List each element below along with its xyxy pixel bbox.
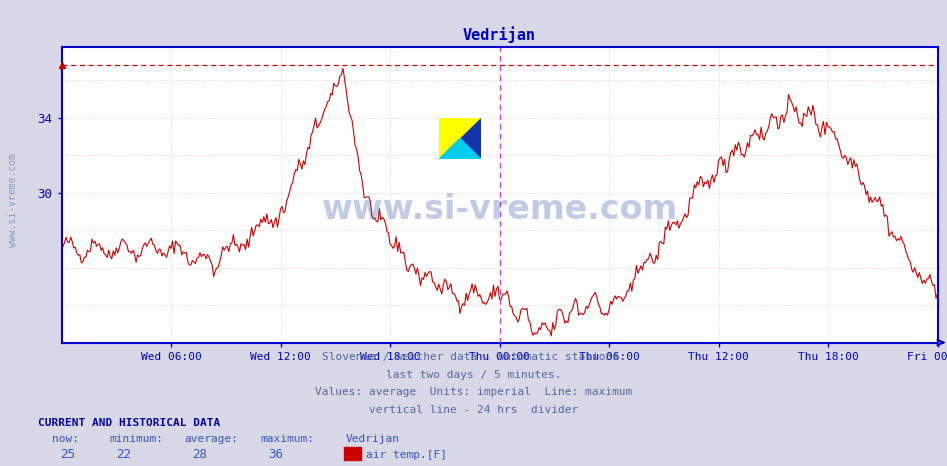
Text: minimum:: minimum: (109, 434, 163, 444)
Text: Values: average  Units: imperial  Line: maximum: Values: average Units: imperial Line: ma… (314, 387, 633, 397)
Text: maximum:: maximum: (260, 434, 314, 444)
Text: www.si-vreme.com: www.si-vreme.com (8, 153, 18, 247)
Polygon shape (439, 118, 481, 159)
Text: Slovenia / weather data - automatic stations.: Slovenia / weather data - automatic stat… (322, 352, 625, 362)
Text: vertical line - 24 hrs  divider: vertical line - 24 hrs divider (369, 405, 578, 415)
Text: now:: now: (52, 434, 80, 444)
Text: www.si-vreme.com: www.si-vreme.com (321, 193, 678, 226)
Polygon shape (439, 118, 481, 159)
Text: CURRENT AND HISTORICAL DATA: CURRENT AND HISTORICAL DATA (38, 418, 220, 428)
Title: Vedrijan: Vedrijan (463, 26, 536, 43)
Polygon shape (439, 138, 481, 159)
Text: last two days / 5 minutes.: last two days / 5 minutes. (385, 370, 562, 379)
Text: 28: 28 (192, 448, 207, 460)
Text: Vedrijan: Vedrijan (346, 434, 400, 444)
Text: 25: 25 (60, 448, 75, 460)
Text: 22: 22 (116, 448, 132, 460)
Text: 36: 36 (268, 448, 283, 460)
Text: average:: average: (185, 434, 239, 444)
Text: air temp.[F]: air temp.[F] (366, 450, 448, 459)
